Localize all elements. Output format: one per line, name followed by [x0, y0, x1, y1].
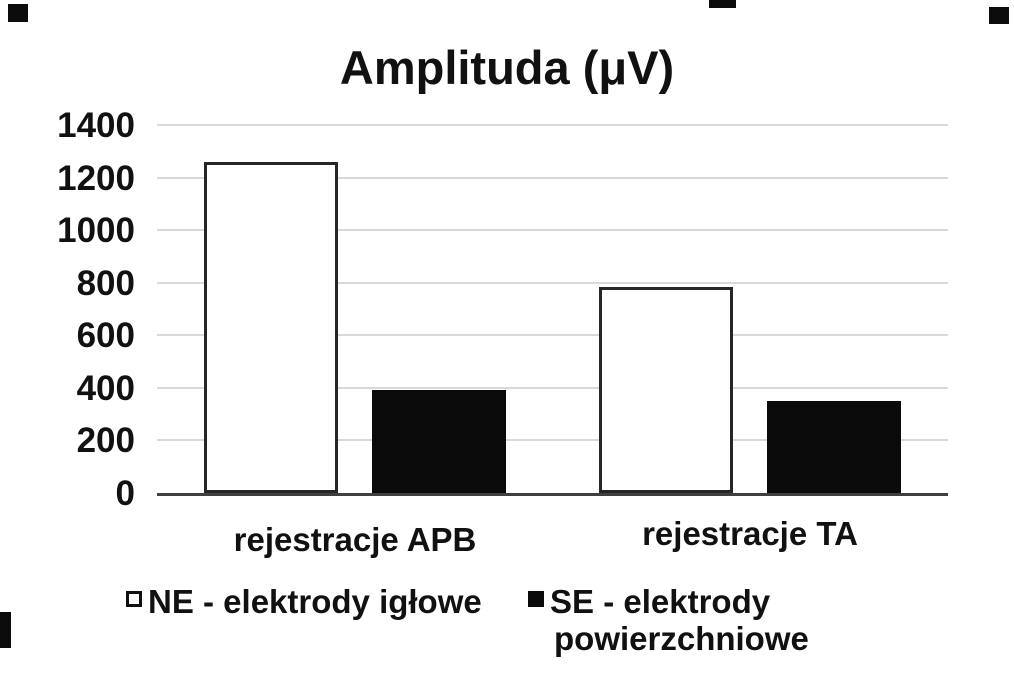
white-square-swatch-icon: [126, 591, 142, 607]
gridline-y1400: [157, 124, 948, 126]
legend-item-ne: NE - elektrody igłowe: [126, 583, 482, 620]
bar-ne-apb: [204, 162, 338, 493]
bar-ne-ta: [599, 287, 733, 493]
y-tick-label-800: 800: [76, 264, 135, 303]
chart-title: Amplituda (μV): [339, 41, 675, 94]
gridline-y400: [157, 387, 948, 389]
edge-artifact-mark: [709, 0, 736, 8]
legend-label: NE - elektrody igłowe: [148, 583, 482, 620]
gridline-y600: [157, 334, 948, 336]
y-tick-label-600: 600: [76, 316, 135, 355]
y-tick-label-1400: 1400: [57, 106, 135, 145]
gridline-y200: [157, 439, 948, 441]
y-tick-label-400: 400: [76, 369, 135, 408]
legend-item-se: SE - elektrody powierzchniowe: [528, 583, 809, 657]
y-axis-tick-labels: 0 200 400 600 800 1000 1200 1400: [0, 108, 135, 511]
legend-label: SE - elektrody powierzchniowe: [550, 583, 809, 657]
y-tick-label-1200: 1200: [57, 159, 135, 198]
y-tick-label-1000: 1000: [57, 211, 135, 250]
edge-artifact-mark: [989, 7, 1009, 24]
bar-se-apb: [372, 390, 506, 493]
edge-artifact-mark: [8, 4, 28, 22]
x-category-label-ta: rejestracje TA: [642, 515, 858, 552]
plot-area: [157, 124, 948, 496]
edge-artifact-mark: [0, 612, 11, 648]
black-square-swatch-icon: [528, 591, 544, 607]
x-category-label-apb: rejestracje APB: [233, 521, 477, 558]
gridline-y1000: [157, 229, 948, 231]
y-tick-label-200: 200: [76, 421, 135, 460]
bar-se-ta: [767, 401, 901, 493]
gridline-y800: [157, 282, 948, 284]
gridline-y1200: [157, 177, 948, 179]
y-tick-label-0: 0: [115, 474, 135, 513]
